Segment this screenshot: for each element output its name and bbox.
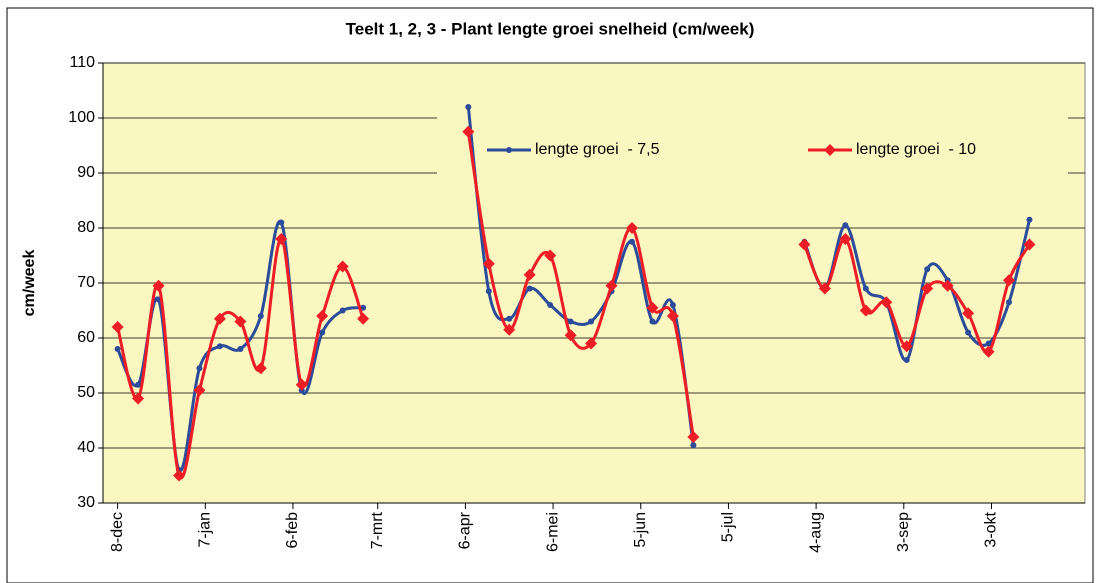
data-point [900,340,913,353]
x-tick-label: 6-mei [544,512,561,552]
data-point [903,357,910,363]
x-tick-label: 6-apr [457,511,474,549]
y-tick-label: 70 [77,274,95,291]
data-point [924,266,931,273]
data-point [485,288,492,295]
data-point [588,318,595,325]
x-tick-label: 7-jan [197,512,214,548]
data-point [213,312,226,325]
data-point [859,304,872,317]
data-point [941,279,954,292]
data-point [465,104,472,110]
y-tick-label: 100 [68,109,95,126]
data-point [152,279,165,292]
data-point [646,301,659,314]
data-point [254,362,267,375]
data-point [339,307,346,314]
data-point [506,315,513,322]
data-point [193,384,206,397]
data-point [503,323,516,336]
data-point [172,469,185,482]
data-point [319,329,326,336]
data-point [523,268,536,281]
data-point [666,310,679,322]
y-tick-label: 60 [77,329,95,346]
legend-background [437,105,1068,190]
data-point [921,282,934,295]
data-point [687,431,700,443]
y-axis-title: cm/week [21,250,38,317]
data-point [1023,238,1036,251]
data-point [316,310,329,322]
data-point [605,279,618,292]
y-tick-label: 80 [77,219,95,236]
y-tick-label: 40 [77,439,95,456]
data-point [196,365,203,372]
data-point [278,219,285,226]
x-tick-label: 5-jul [720,512,737,542]
legend-label: lengte groei - 10 [856,141,976,158]
data-point [965,329,972,336]
x-tick-label: 5-jun [632,512,649,548]
data-point [234,315,247,328]
data-point [111,321,124,333]
x-tick-label: 8-dec [109,512,126,552]
y-tick-label: 50 [77,384,95,401]
data-point [547,302,554,308]
y-tick-label: 30 [77,494,95,511]
data-point [544,249,557,262]
data-point [462,125,475,138]
data-point [1003,274,1016,287]
chart-title: Teelt 1, 2, 3 - Plant lengte groei snelh… [346,19,755,38]
x-tick-label: 3-okt [983,511,1000,547]
data-point [275,233,288,245]
plot [111,104,1036,482]
data-point [628,238,635,245]
data-point [880,296,893,309]
data-point [237,346,244,352]
data-point [114,346,121,352]
data-point [690,442,697,449]
data-point [649,318,656,325]
data-point [357,312,370,325]
data-point [585,337,598,350]
data-point [564,329,577,342]
x-tick-label: 4-aug [807,512,824,553]
data-point [842,222,849,229]
data-point [482,257,495,270]
data-point [798,238,811,251]
y-tick-label: 110 [69,54,95,71]
data-point [526,285,533,292]
x-tick-label: 6-feb [284,512,301,549]
data-point [1006,299,1013,306]
data-point [295,378,308,391]
data-point [962,307,975,320]
y-tick-label: 90 [77,164,95,181]
data-point [336,260,349,273]
legend-marker [506,147,512,153]
legend-label: lengte groei - 7,5 [535,141,660,158]
data-point [135,381,142,388]
data-point [985,340,992,347]
legend-marker [824,144,836,156]
data-point [257,313,264,319]
data-point [982,345,995,358]
x-tick-label: 3-sep [895,512,912,552]
data-point [567,318,574,325]
data-point [862,285,869,292]
data-point [132,392,145,405]
data-point [1026,216,1033,223]
x-tick-label: 7-mrt [369,511,386,549]
data-point [625,222,638,234]
data-point [818,282,831,295]
data-point [216,343,223,350]
data-point [839,233,852,245]
data-point [669,302,676,308]
